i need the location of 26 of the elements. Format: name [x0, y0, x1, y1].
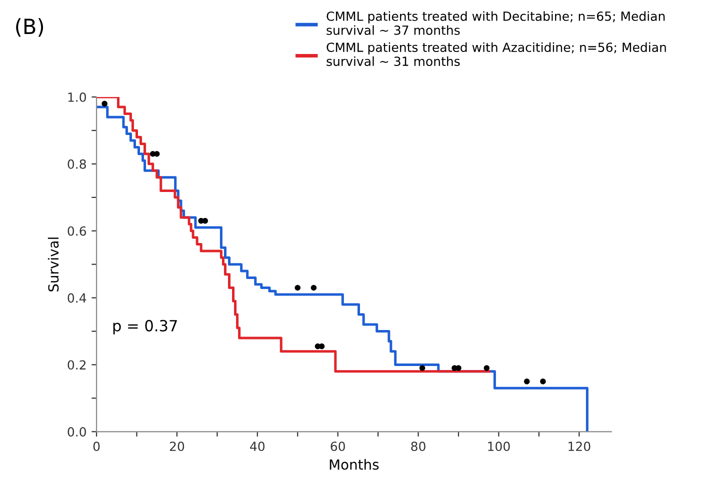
- point: [419, 365, 426, 371]
- legend-label: CMML patients treated with Decitabine; n=65; Median survival ~ 37 months: [326, 11, 665, 35]
- text: (B): [16, 18, 44, 37]
- y-tick-label: 0.8: [68, 159, 86, 169]
- point: [484, 365, 490, 371]
- point: [524, 378, 530, 384]
- y-tick-label: 0.0: [68, 427, 86, 437]
- x-tick-label: 80: [411, 442, 426, 452]
- point: [310, 284, 317, 291]
- x-tick-label: 100: [488, 442, 510, 452]
- point: [540, 378, 546, 384]
- y-axis-title: Survival: [48, 238, 59, 292]
- point: [102, 100, 108, 107]
- point: [294, 284, 301, 291]
- x-tick-label: 40: [250, 442, 265, 452]
- x-tick-label: 60: [330, 442, 345, 452]
- annotation: p = 0.37: [113, 320, 177, 334]
- x-tick-label: 0: [93, 442, 100, 452]
- legend-label: CMML patients treated with Azacitidine; n=56; Median survival ~ 31 months: [326, 42, 666, 66]
- x-axis-title: Months: [330, 459, 379, 470]
- y-tick-label: 0.6: [68, 226, 86, 236]
- y-tick-label: 0.4: [68, 293, 86, 303]
- y-tick-label: 1.0: [68, 92, 86, 102]
- x-tick-label: 20: [170, 442, 184, 452]
- x-tick-label: 120: [568, 442, 590, 452]
- y-tick-label: 0.2: [68, 360, 86, 370]
